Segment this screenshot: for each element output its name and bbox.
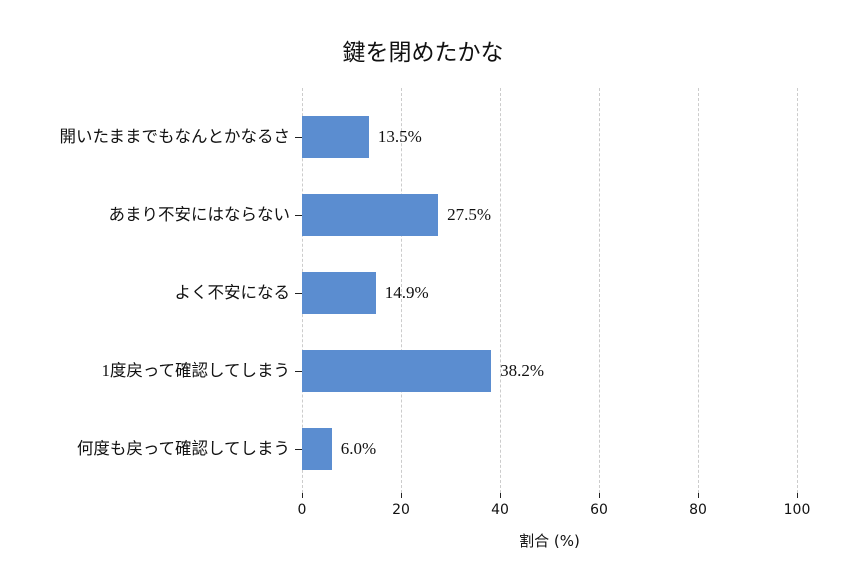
- bar-value-label: 27.5%: [447, 205, 492, 224]
- x-gridline: [401, 88, 402, 493]
- bar-value-label: 13.5%: [377, 127, 422, 146]
- category-label: 1度戻って確認してしまう: [101, 361, 290, 380]
- x-axis-tick-label: 80: [689, 502, 707, 518]
- bar: [302, 194, 439, 236]
- bar: [302, 428, 332, 470]
- category-label: よく不安になる: [174, 283, 291, 302]
- x-axis-tick: [302, 493, 303, 498]
- x-axis-tick-label: 100: [783, 502, 811, 518]
- category-label: 開いたままでもなんとかなるさ: [59, 127, 290, 146]
- bar: [302, 350, 492, 392]
- x-axis-tick: [797, 493, 798, 498]
- bar-value-label: 14.9%: [384, 283, 429, 302]
- x-gridline: [500, 88, 501, 493]
- y-axis-tick: [295, 371, 302, 372]
- x-axis-tick: [401, 493, 402, 498]
- y-axis-tick: [295, 215, 302, 216]
- y-axis-tick: [295, 293, 302, 294]
- category-label: 何度も戻って確認してしまう: [76, 439, 290, 458]
- bar: [302, 272, 376, 314]
- x-axis-tick: [500, 493, 501, 498]
- x-axis-tick-label: 0: [297, 502, 307, 518]
- bar-value-label: 6.0%: [340, 439, 377, 458]
- chart-title: 鍵を閉めたかな: [342, 40, 504, 65]
- x-axis-tick-label: 40: [491, 502, 509, 518]
- x-gridline: [698, 88, 699, 493]
- x-axis-tick-label: 60: [590, 502, 608, 518]
- category-label: あまり不安にはならない: [108, 205, 291, 224]
- x-gridline: [797, 88, 798, 493]
- bar-value-label: 38.2%: [500, 361, 544, 380]
- y-axis-tick: [295, 137, 302, 138]
- x-axis-tick: [698, 493, 699, 498]
- y-axis-tick: [295, 449, 302, 450]
- x-axis-label: 割合 (%): [519, 532, 580, 550]
- x-axis-tick: [599, 493, 600, 498]
- bar: [302, 116, 369, 158]
- x-axis-tick-label: 20: [392, 502, 410, 518]
- x-gridline: [599, 88, 600, 493]
